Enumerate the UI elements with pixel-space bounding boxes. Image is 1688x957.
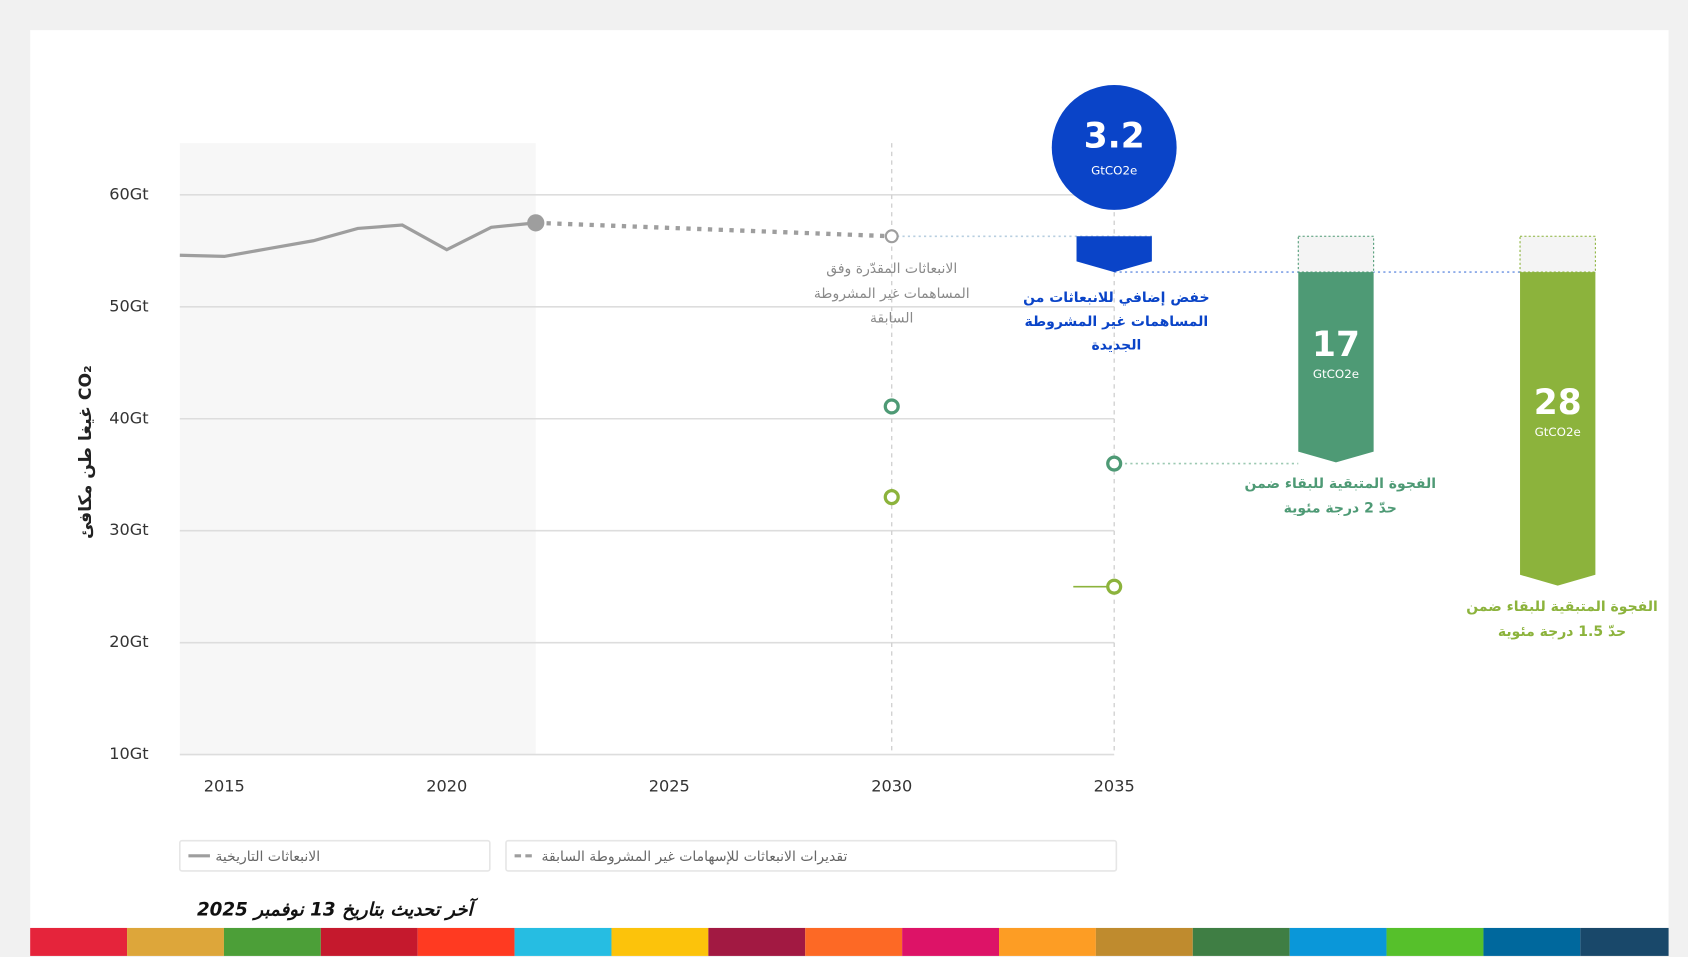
- gap-label: حدّ 1.5 درجة مئوية: [1498, 624, 1626, 640]
- y-tick-label: 40Gt: [109, 408, 148, 427]
- reduction-label: خفض إضافي للانبعاثات من: [1023, 290, 1209, 306]
- x-tick-label: 2015: [204, 776, 245, 795]
- gap-label: الفجوة المتبقية للبقاء ضمن: [1466, 599, 1658, 615]
- y-tick-label: 60Gt: [109, 184, 148, 203]
- gap-label: حدّ 2 درجة مئوية: [1284, 501, 1397, 517]
- y-axis-label: غيغا طن مكافئ CO₂: [76, 365, 96, 539]
- legend-label: تقديرات الانبعاثات للإسهامات غير المشروط…: [542, 849, 848, 865]
- y-tick-label: 50Gt: [109, 296, 148, 315]
- reduction-label: المساهمات غير المشروطة: [1025, 314, 1209, 330]
- reduction-value: 3.2: [1084, 116, 1145, 156]
- sdg-strip: [30, 927, 1669, 956]
- footer: آخر تحديث بتاريخ 13 نوفمبر 2025: [197, 898, 479, 921]
- series-line: [179, 221, 536, 259]
- point: [883, 398, 900, 415]
- x-tick-label: 2030: [871, 776, 912, 795]
- y-tick-label: 10Gt: [109, 744, 148, 763]
- projection-note: المساهمات غير المشروطة: [814, 286, 970, 302]
- reduction-unit: GtCO2e: [1091, 164, 1137, 178]
- reduction-label: الجديدة: [1091, 338, 1141, 354]
- y-tick-label: 30Gt: [109, 520, 148, 539]
- history-end: [527, 214, 545, 232]
- x-tick-label: 2025: [649, 776, 690, 795]
- point: [1106, 578, 1123, 595]
- projection-note: السابقة: [870, 311, 913, 327]
- legend-box: [178, 839, 491, 872]
- gap-value: 28: [1534, 383, 1582, 423]
- gap-reduced-box: [1519, 235, 1596, 273]
- point: [883, 489, 900, 506]
- legend-box: [505, 839, 1118, 872]
- gap-bar: [1298, 272, 1374, 463]
- history-band: [179, 143, 536, 755]
- gap-label: الفجوة المتبقية للبقاء ضمن: [1245, 476, 1437, 492]
- gap-unit: GtCO2e: [1313, 367, 1359, 381]
- y-tick-label: 20Gt: [109, 632, 148, 651]
- x-tick-label: 2035: [1094, 776, 1135, 795]
- gap-reduced-box: [1297, 235, 1375, 273]
- gap-value: 17: [1312, 325, 1360, 365]
- reduction-arrow: [1076, 236, 1152, 273]
- gap-bar: [1520, 272, 1596, 586]
- projection-note: الانبعاثات المقدّرة وفق: [826, 261, 957, 277]
- projection-end: [884, 229, 899, 244]
- reduction-badge: [1051, 85, 1177, 210]
- x-tick-label: 2020: [426, 776, 467, 795]
- point: [1106, 455, 1123, 472]
- legend-label: الانبعاثات التاريخية: [215, 849, 320, 865]
- gap-unit: GtCO2e: [1535, 425, 1581, 439]
